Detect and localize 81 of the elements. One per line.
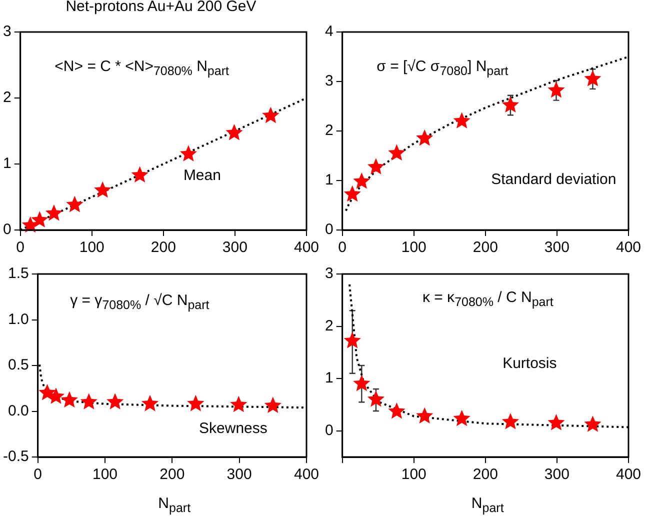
- point: [367, 390, 385, 407]
- point: [131, 166, 148, 182]
- y-tick-label: 0: [3, 221, 12, 238]
- point: [453, 410, 470, 426]
- y-tick-label: 0.5: [8, 356, 29, 374]
- x-tick-label: 200: [150, 239, 176, 256]
- point: [45, 204, 63, 221]
- y-tick-label: 0: [325, 221, 334, 238]
- x-tick-label: 300: [222, 239, 248, 256]
- x-tick-label: 300: [544, 239, 570, 256]
- annotation: Skewness: [199, 420, 268, 438]
- y-tick-label: 3: [3, 23, 12, 40]
- x-tick-label: 0: [34, 466, 42, 484]
- point: [226, 124, 243, 140]
- point: [353, 172, 370, 189]
- point: [344, 332, 361, 348]
- y-tick-label: 4: [325, 23, 334, 40]
- y-tick-label: 2: [3, 89, 12, 106]
- x-axis-title: N$_{part}$: [158, 495, 191, 515]
- x-tick-label: 100: [79, 239, 104, 256]
- point: [230, 396, 248, 412]
- point: [264, 396, 282, 414]
- point: [584, 416, 602, 432]
- point: [584, 70, 602, 86]
- y-tick-label: 0.0: [8, 402, 29, 420]
- annotation: γ = γ$_{7080%}$ / √C N$_{part}$: [70, 292, 210, 312]
- y-tick-label: 1.5: [8, 265, 29, 282]
- point: [38, 384, 56, 400]
- point: [548, 81, 565, 98]
- x-axis-title: N$_{part}$: [471, 495, 504, 515]
- x-tick-label: 200: [160, 466, 185, 484]
- annotation: Standard deviation: [491, 170, 616, 188]
- x-tick-label: 200: [472, 239, 498, 256]
- y-tick-label: 1: [3, 155, 12, 172]
- y-tick-label: 1.0: [8, 310, 29, 328]
- point: [502, 412, 520, 430]
- point: [388, 144, 406, 161]
- point: [66, 196, 84, 212]
- annotation: Mean: [183, 166, 221, 184]
- x-tick-label: 400: [294, 466, 319, 484]
- point: [94, 181, 112, 198]
- chart-title: Net-protons Au+Au 200 GeV: [64, 0, 258, 15]
- x-tick-label: 400: [616, 239, 641, 256]
- x-tick-label: 100: [401, 466, 426, 484]
- x-tick-label: 100: [92, 466, 118, 484]
- point: [388, 402, 406, 419]
- x-tick-label: 400: [616, 466, 641, 484]
- x-tick-label: 100: [401, 239, 426, 256]
- point: [141, 394, 159, 412]
- y-tick-label: 3: [325, 265, 334, 282]
- point: [344, 185, 361, 202]
- x-tick-label: 300: [544, 466, 570, 484]
- point: [60, 391, 78, 408]
- point: [416, 407, 434, 424]
- y-tick-label: 2: [325, 122, 334, 140]
- point: [180, 145, 198, 162]
- point: [502, 96, 520, 113]
- point: [106, 393, 124, 410]
- y-tick-label: -0.5: [2, 448, 29, 466]
- x-tick-label: 0: [338, 239, 347, 256]
- point: [262, 106, 280, 124]
- x-tick-label: 200: [472, 466, 498, 484]
- point: [80, 393, 98, 410]
- annotation: <N> = C * <N>$_{7080%}$ N$_{part}$: [54, 58, 229, 78]
- point: [453, 112, 470, 128]
- y-tick-label: 3: [325, 72, 334, 90]
- annotation: κ = κ$_{7080%}$ / C N$_{part}$: [422, 288, 554, 309]
- point: [367, 158, 385, 174]
- y-tick-label: 1: [325, 172, 334, 189]
- x-tick-label: 400: [294, 239, 319, 256]
- point: [548, 414, 565, 430]
- point: [353, 374, 370, 392]
- annotation: σ = [√C σ$_{7080}$] N$_{part}$: [376, 58, 508, 78]
- annotation: Kurtosis: [502, 354, 557, 372]
- x-tick-label: 300: [226, 466, 252, 484]
- point: [31, 211, 48, 228]
- y-tick-label: 1: [325, 370, 334, 387]
- y-tick-label: 0: [325, 422, 334, 439]
- y-tick-label: 2: [325, 317, 334, 334]
- point: [416, 129, 434, 146]
- point: [187, 394, 204, 412]
